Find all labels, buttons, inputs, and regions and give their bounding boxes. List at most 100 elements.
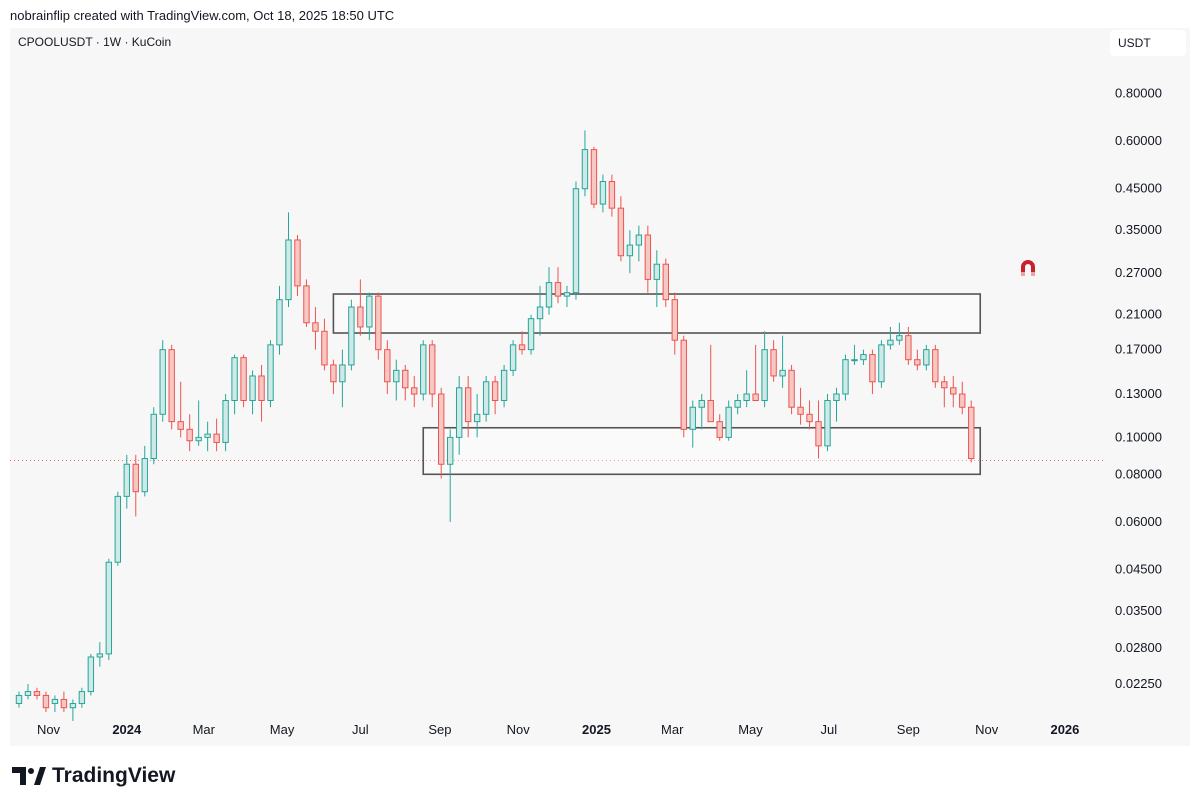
candle[interactable]: [716, 414, 723, 441]
candle[interactable]: [393, 359, 400, 401]
candle[interactable]: [455, 375, 463, 455]
candle[interactable]: [258, 364, 265, 422]
candle[interactable]: [186, 414, 193, 452]
candle[interactable]: [464, 375, 472, 438]
candle[interactable]: [563, 285, 571, 308]
candle[interactable]: [285, 212, 292, 308]
candle[interactable]: [177, 381, 184, 438]
candle[interactable]: [447, 429, 454, 522]
candle[interactable]: [869, 349, 876, 395]
candle[interactable]: [321, 318, 328, 371]
candle[interactable]: [78, 687, 86, 708]
candle[interactable]: [617, 196, 625, 262]
candle[interactable]: [968, 400, 975, 463]
candle[interactable]: [132, 454, 139, 517]
candle[interactable]: [491, 375, 499, 415]
candle[interactable]: [779, 335, 786, 388]
candle[interactable]: [213, 418, 220, 452]
candle[interactable]: [923, 344, 930, 371]
candle[interactable]: [249, 370, 256, 415]
candle[interactable]: [150, 407, 157, 465]
candle[interactable]: [644, 225, 652, 293]
candle[interactable]: [959, 381, 966, 415]
candle[interactable]: [581, 130, 589, 197]
candle[interactable]: [312, 307, 319, 350]
chart-area[interactable]: [10, 28, 1190, 746]
candle[interactable]: [725, 400, 732, 441]
candle[interactable]: [402, 364, 409, 401]
candle[interactable]: [411, 375, 418, 408]
tradingview-brand[interactable]: TradingView: [12, 764, 175, 788]
candle[interactable]: [752, 344, 759, 401]
candle[interactable]: [842, 354, 849, 401]
candle[interactable]: [851, 344, 858, 365]
candle[interactable]: [267, 340, 274, 408]
candle[interactable]: [572, 181, 580, 300]
candle[interactable]: [941, 375, 948, 408]
candle[interactable]: [608, 174, 616, 217]
candle[interactable]: [590, 146, 598, 209]
candle[interactable]: [330, 359, 337, 395]
candle[interactable]: [500, 364, 508, 408]
candle[interactable]: [24, 684, 32, 700]
candle[interactable]: [204, 421, 211, 452]
candle[interactable]: [482, 375, 490, 422]
candle[interactable]: [473, 394, 481, 438]
candle[interactable]: [635, 225, 643, 262]
candle[interactable]: [653, 250, 661, 308]
candle[interactable]: [123, 454, 130, 509]
candle[interactable]: [51, 695, 59, 712]
candle[interactable]: [815, 400, 822, 459]
support-resistance-zone[interactable]: [422, 426, 982, 476]
candle[interactable]: [536, 285, 544, 336]
candle[interactable]: [159, 340, 166, 422]
symbol-legend[interactable]: CPOOLUSDT · 1W · KuCoin: [18, 35, 172, 49]
candle[interactable]: [599, 174, 607, 213]
candle[interactable]: [168, 344, 175, 430]
candle[interactable]: [932, 344, 939, 388]
candle[interactable]: [860, 349, 867, 365]
candle[interactable]: [69, 699, 77, 721]
candle[interactable]: [87, 653, 95, 696]
candle[interactable]: [662, 258, 669, 308]
candle[interactable]: [509, 340, 517, 376]
currency-badge[interactable]: USDT: [1110, 30, 1186, 56]
candle[interactable]: [231, 354, 238, 415]
candle[interactable]: [366, 292, 373, 341]
magnet-icon[interactable]: [1018, 258, 1038, 278]
candle[interactable]: [545, 267, 553, 315]
candle[interactable]: [626, 230, 634, 274]
candle[interactable]: [887, 326, 894, 350]
candle[interactable]: [770, 340, 777, 382]
candle[interactable]: [375, 292, 382, 360]
candle[interactable]: [680, 335, 687, 438]
candle[interactable]: [420, 340, 427, 401]
candle[interactable]: [806, 400, 813, 430]
candle[interactable]: [554, 267, 562, 304]
candle[interactable]: [950, 375, 957, 408]
candle[interactable]: [797, 387, 804, 425]
candle[interactable]: [105, 558, 113, 661]
candle[interactable]: [761, 331, 768, 408]
candle[interactable]: [357, 279, 364, 336]
candle[interactable]: [195, 400, 202, 446]
candle[interactable]: [141, 445, 148, 497]
candle[interactable]: [303, 279, 310, 327]
candle[interactable]: [824, 394, 831, 452]
candle[interactable]: [438, 387, 445, 479]
candle[interactable]: [698, 394, 705, 430]
candle[interactable]: [222, 394, 229, 452]
candle[interactable]: [96, 642, 104, 667]
candle[interactable]: [788, 364, 795, 415]
candle[interactable]: [429, 340, 436, 408]
candle[interactable]: [42, 691, 50, 712]
candle[interactable]: [878, 340, 885, 388]
candle[interactable]: [518, 331, 526, 355]
candle[interactable]: [33, 687, 41, 700]
candle[interactable]: [707, 344, 714, 423]
candle[interactable]: [60, 691, 68, 712]
candle[interactable]: [294, 235, 301, 297]
candle[interactable]: [348, 299, 355, 371]
candle[interactable]: [339, 349, 346, 408]
